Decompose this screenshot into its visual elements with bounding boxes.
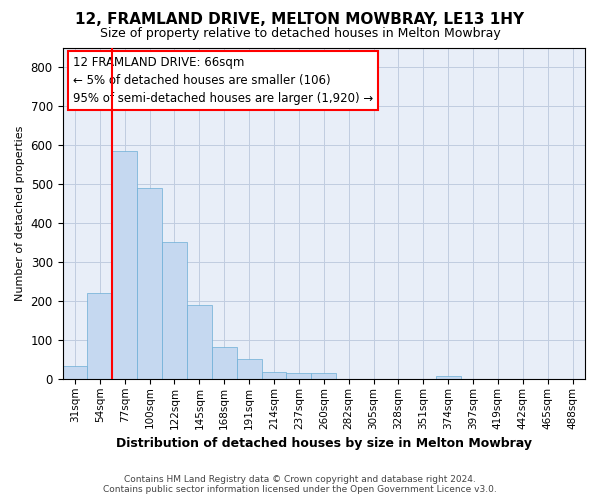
- Text: Contains HM Land Registry data © Crown copyright and database right 2024.
Contai: Contains HM Land Registry data © Crown c…: [103, 474, 497, 494]
- Bar: [311, 373, 336, 379]
- Bar: [187, 305, 212, 379]
- Y-axis label: Number of detached properties: Number of detached properties: [15, 126, 25, 301]
- Bar: [137, 188, 162, 379]
- Text: Size of property relative to detached houses in Melton Mowbray: Size of property relative to detached ho…: [100, 28, 500, 40]
- Bar: [236, 358, 262, 379]
- Bar: [62, 366, 88, 379]
- X-axis label: Distribution of detached houses by size in Melton Mowbray: Distribution of detached houses by size …: [116, 437, 532, 450]
- Bar: [286, 373, 311, 379]
- Bar: [262, 372, 286, 379]
- Bar: [212, 346, 236, 379]
- Text: 12, FRAMLAND DRIVE, MELTON MOWBRAY, LE13 1HY: 12, FRAMLAND DRIVE, MELTON MOWBRAY, LE13…: [76, 12, 524, 28]
- Bar: [436, 376, 461, 379]
- Text: 12 FRAMLAND DRIVE: 66sqm
← 5% of detached houses are smaller (106)
95% of semi-d: 12 FRAMLAND DRIVE: 66sqm ← 5% of detache…: [73, 56, 373, 105]
- Bar: [88, 293, 112, 379]
- Bar: [162, 242, 187, 379]
- Bar: [112, 151, 137, 379]
